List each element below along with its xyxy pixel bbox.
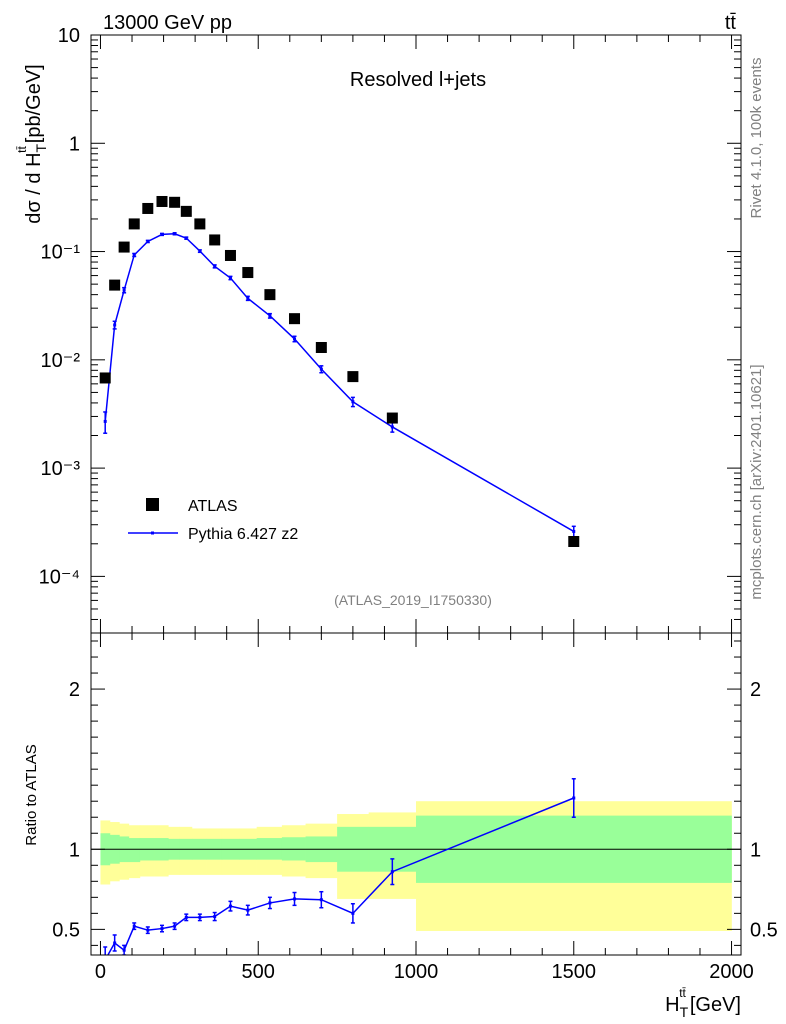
pythia-point <box>319 367 323 371</box>
pythia-point <box>173 232 177 236</box>
main-plot-marks <box>99 195 580 547</box>
ratio-point <box>198 915 202 919</box>
rivet-version-label: Rivet 4.1.0, 100k events <box>748 58 765 219</box>
ratio-y-tick-label-right: 0.5 <box>750 919 778 941</box>
atlas-point <box>568 535 580 547</box>
atlas-point <box>142 202 154 214</box>
pythia-point <box>184 236 188 240</box>
y-tick-label: 10⁻¹ <box>41 242 81 264</box>
pythia-point <box>246 296 250 300</box>
ratio-y-tick-label-left: 2 <box>69 679 80 701</box>
pythia-point <box>122 288 126 292</box>
ratio-series-group <box>103 778 576 955</box>
ratio-point <box>572 796 576 800</box>
ratio-point <box>351 911 355 915</box>
ratio-panel: 0.5 0.5 1 1 2 2 0 500 1000 1500 2000 Ratio to ATLA… <box>23 632 778 1020</box>
mcplots-label: mcplots.cern.ch [arXiv:2401.10621] <box>748 364 765 599</box>
y-tick-label: 10 <box>58 25 80 47</box>
atlas-point <box>180 205 192 217</box>
ratio-point <box>173 924 177 928</box>
pythia-point <box>228 276 232 280</box>
legend-marker-atlas <box>146 498 159 511</box>
main-axes: 10 1 10⁻¹ 10⁻² 10⁻³ 10⁻⁴ <box>39 25 741 634</box>
ratio-y-axis-title: Ratio to ATLAS <box>23 744 40 845</box>
pythia-point <box>572 529 576 533</box>
ratio-point <box>246 908 250 912</box>
x-tick-label: 1500 <box>552 961 597 983</box>
atlas-point <box>99 372 111 384</box>
analysis-watermark: (ATLAS_2019_I1750330) <box>334 592 492 608</box>
plot-title: Resolved l+jets <box>350 69 486 91</box>
ratio-point <box>228 904 232 908</box>
atlas-point <box>169 196 181 208</box>
pythia-point <box>293 337 297 341</box>
pythia-point <box>390 425 394 429</box>
ratio-y-tick-label-left: 1 <box>69 839 80 861</box>
y-tick-label: 10⁻³ <box>41 458 81 480</box>
ratio-point <box>319 898 323 902</box>
y-axis-title: dσ / d HTtt̄[pb/GeV] <box>15 64 49 223</box>
y-tick-label: 10⁻² <box>41 350 81 372</box>
ratio-line <box>107 797 575 955</box>
atlas-point <box>209 234 221 246</box>
ratio-point <box>132 924 136 928</box>
pythia-point <box>351 400 355 404</box>
ratio-point <box>122 948 126 952</box>
ratio-point <box>268 901 272 905</box>
pythia-point <box>103 419 107 423</box>
ratio-axes: 0.5 0.5 1 1 2 2 0 500 1000 1500 2000 <box>52 633 778 983</box>
atlas-point <box>118 241 130 253</box>
ratio-point <box>160 927 164 931</box>
atlas-point <box>264 289 276 301</box>
pythia-line <box>104 233 575 533</box>
ratio-y-tick-label-right: 2 <box>750 679 761 701</box>
legend-label-atlas: ATLAS <box>188 498 238 515</box>
ratio-point <box>113 941 117 945</box>
atlas-point <box>224 249 236 261</box>
pythia-point <box>213 264 217 268</box>
ratio-point <box>390 870 394 874</box>
x-tick-label: 500 <box>242 961 275 983</box>
ratio-y-tick-label-left: 0.5 <box>52 919 80 941</box>
atlas-point <box>109 279 121 291</box>
main-plot-frame <box>90 34 742 634</box>
atlas-point <box>386 412 398 424</box>
process-label: tt̄ <box>725 12 737 34</box>
x-axis-title: HTtt̄[GeV] <box>665 986 741 1020</box>
atlas-point <box>194 218 206 230</box>
pythia-point <box>132 253 136 257</box>
pythia-point <box>268 314 272 318</box>
atlas-point <box>289 313 301 325</box>
y-tick-label: 10⁻⁴ <box>39 566 80 588</box>
atlas-point <box>242 267 254 279</box>
y-tick-label: 1 <box>69 133 80 155</box>
pythia-point <box>160 232 164 236</box>
main-panel: 10 1 10⁻¹ 10⁻² 10⁻³ 10⁻⁴ Resolved l+jets (ATL… <box>15 25 742 634</box>
x-tick-label: 2000 <box>709 961 754 983</box>
ratio-point <box>213 915 217 919</box>
uncertainty-band-green <box>128 838 141 863</box>
atlas-point <box>156 195 168 207</box>
atlas-point <box>347 371 359 383</box>
atlas-point <box>315 341 327 353</box>
pythia-point <box>113 323 117 327</box>
pythia-point <box>198 249 202 253</box>
ratio-y-tick-label-right: 1 <box>750 839 761 861</box>
legend-marker-pythia <box>151 531 154 535</box>
ratio-point <box>293 897 297 901</box>
pythia-point <box>146 239 150 243</box>
legend-label-pythia: Pythia 6.427 z2 <box>188 526 298 543</box>
x-tick-label: 1000 <box>394 961 439 983</box>
x-tick-label: 0 <box>95 961 106 983</box>
atlas-point <box>128 218 140 230</box>
ratio-point <box>146 928 150 932</box>
ratio-plot-marks <box>91 778 741 955</box>
energy-label: 13000 GeV pp <box>103 12 232 34</box>
legend: ATLAS Pythia 6.427 z2 <box>128 498 298 543</box>
ratio-point <box>184 915 188 919</box>
